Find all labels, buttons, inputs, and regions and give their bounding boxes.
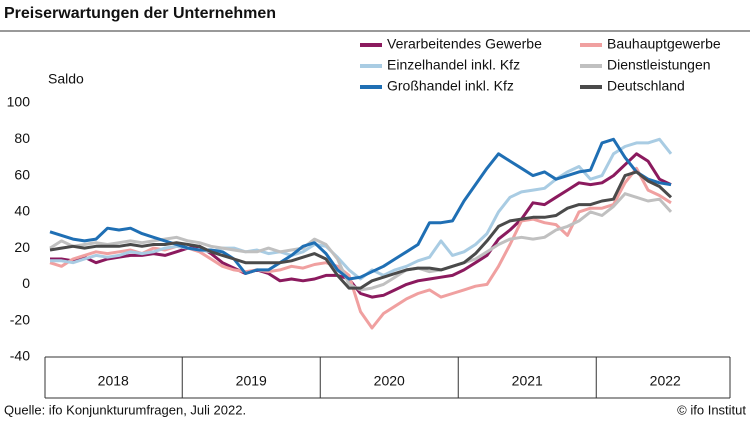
y-tick-label: 0 — [22, 275, 30, 291]
x-tick-label: 2019 — [236, 373, 267, 389]
legend-label: Bauhauptgewerbe — [607, 36, 721, 52]
series-line — [49, 166, 672, 330]
legend-label: Einzelhandel inkl. Kfz — [387, 57, 520, 73]
series-line — [50, 152, 672, 299]
y-tick-label: 40 — [14, 203, 30, 219]
x-tick-label: 2022 — [650, 373, 681, 389]
legend-label: Dienstleistungen — [607, 57, 711, 73]
y-tick-label: 20 — [14, 239, 30, 255]
y-tick-label: 100 — [7, 94, 31, 110]
y-tick-label: -40 — [10, 348, 30, 364]
source: Quelle: ifo Konjunkturumfragen, Juli 202… — [4, 402, 246, 417]
chart-title: Preiserwartungen der Unternehmen — [4, 5, 276, 22]
legend-label: Verarbeitendes Gewerbe — [387, 36, 542, 52]
series-line — [49, 170, 673, 290]
series-line — [49, 137, 672, 281]
y-tick-label: -20 — [10, 311, 30, 327]
series-line — [50, 137, 673, 281]
y-tick-label: 80 — [14, 130, 30, 146]
y-tick-label: 60 — [14, 166, 30, 182]
credit: © ifo Institut — [677, 402, 746, 417]
x-tick-label: 2021 — [512, 373, 543, 389]
x-tick-label: 2020 — [374, 373, 405, 389]
legend-label: Deutschland — [607, 78, 685, 94]
legend-label: Großhandel inkl. Kfz — [387, 78, 514, 94]
y-axis-label: Saldo — [48, 71, 84, 87]
x-tick-label: 2018 — [98, 373, 129, 389]
series-line — [49, 192, 673, 292]
